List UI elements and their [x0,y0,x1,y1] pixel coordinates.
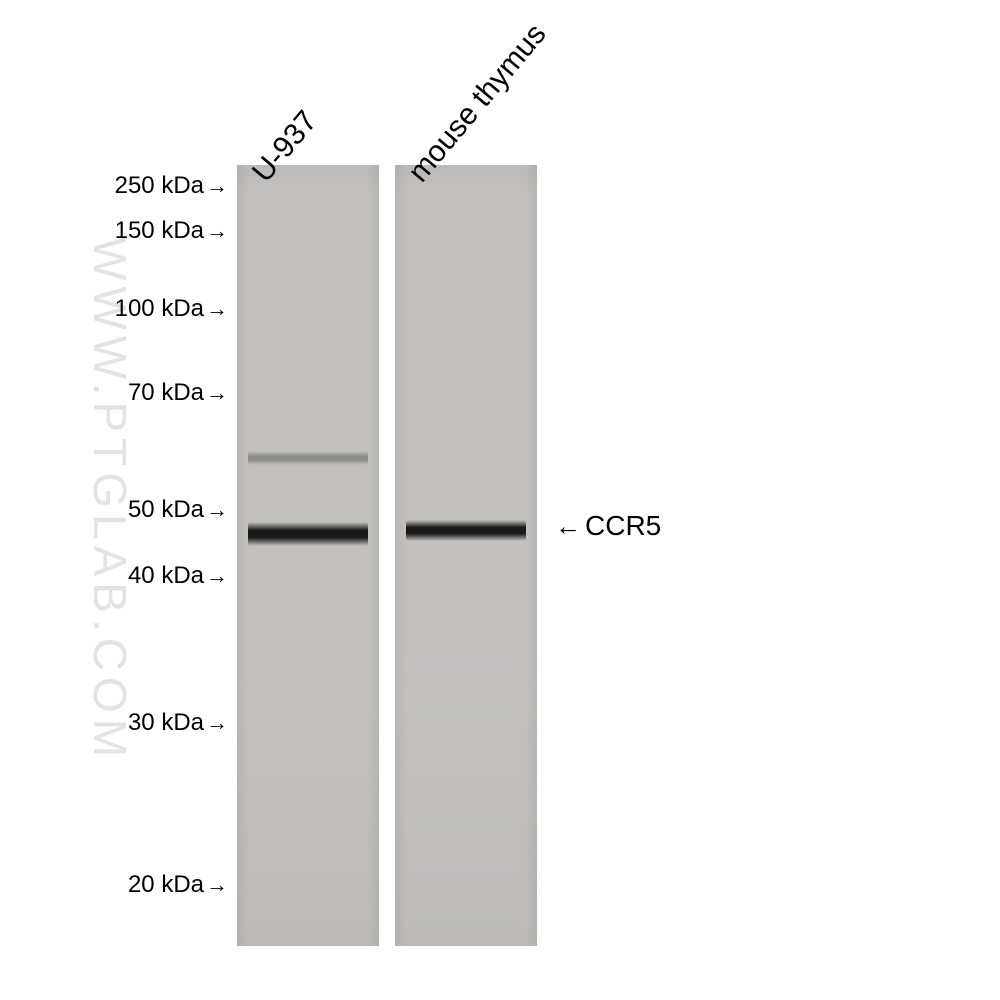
arrow-right-icon: → [206,874,228,896]
arrow-right-icon: → [206,298,228,320]
figure-canvas: WWW.PTGLAB.COM 250 kDa→150 kDa→100 kDa→7… [0,0,1000,1000]
arrow-right-icon: → [206,220,228,242]
mw-marker: 30 kDa→ [128,709,228,737]
mw-marker-label: 50 kDa [128,496,204,524]
blot-band [248,451,367,465]
arrow-left-icon: ← [555,513,581,539]
mw-marker-label: 150 kDa [115,217,204,245]
blot-band [406,520,525,541]
arrow-right-icon: → [206,565,228,587]
mw-marker: 40 kDa→ [128,562,228,590]
mw-marker: 100 kDa→ [115,295,228,323]
mw-marker-label: 30 kDa [128,709,204,737]
mw-marker-label: 20 kDa [128,871,204,899]
mw-marker: 20 kDa→ [128,871,228,899]
mw-marker: 250 kDa→ [115,172,228,200]
mw-marker-label: 70 kDa [128,379,204,407]
mw-marker: 70 kDa→ [128,379,228,407]
mw-marker: 150 kDa→ [115,217,228,245]
mw-marker-label: 250 kDa [115,172,204,200]
lane-label: mouse thymus [402,18,553,189]
blot-lane [395,165,537,946]
mw-marker: 50 kDa→ [128,496,228,524]
blot-lane [237,165,379,946]
target-protein-name: CCR5 [585,510,661,542]
arrow-right-icon: → [206,499,228,521]
mw-marker-label: 40 kDa [128,562,204,590]
mw-marker-label: 100 kDa [115,295,204,323]
arrow-right-icon: → [206,382,228,404]
arrow-right-icon: → [206,175,228,197]
blot-band [248,522,367,546]
arrow-right-icon: → [206,712,228,734]
target-protein-label: ← CCR5 [555,510,661,542]
